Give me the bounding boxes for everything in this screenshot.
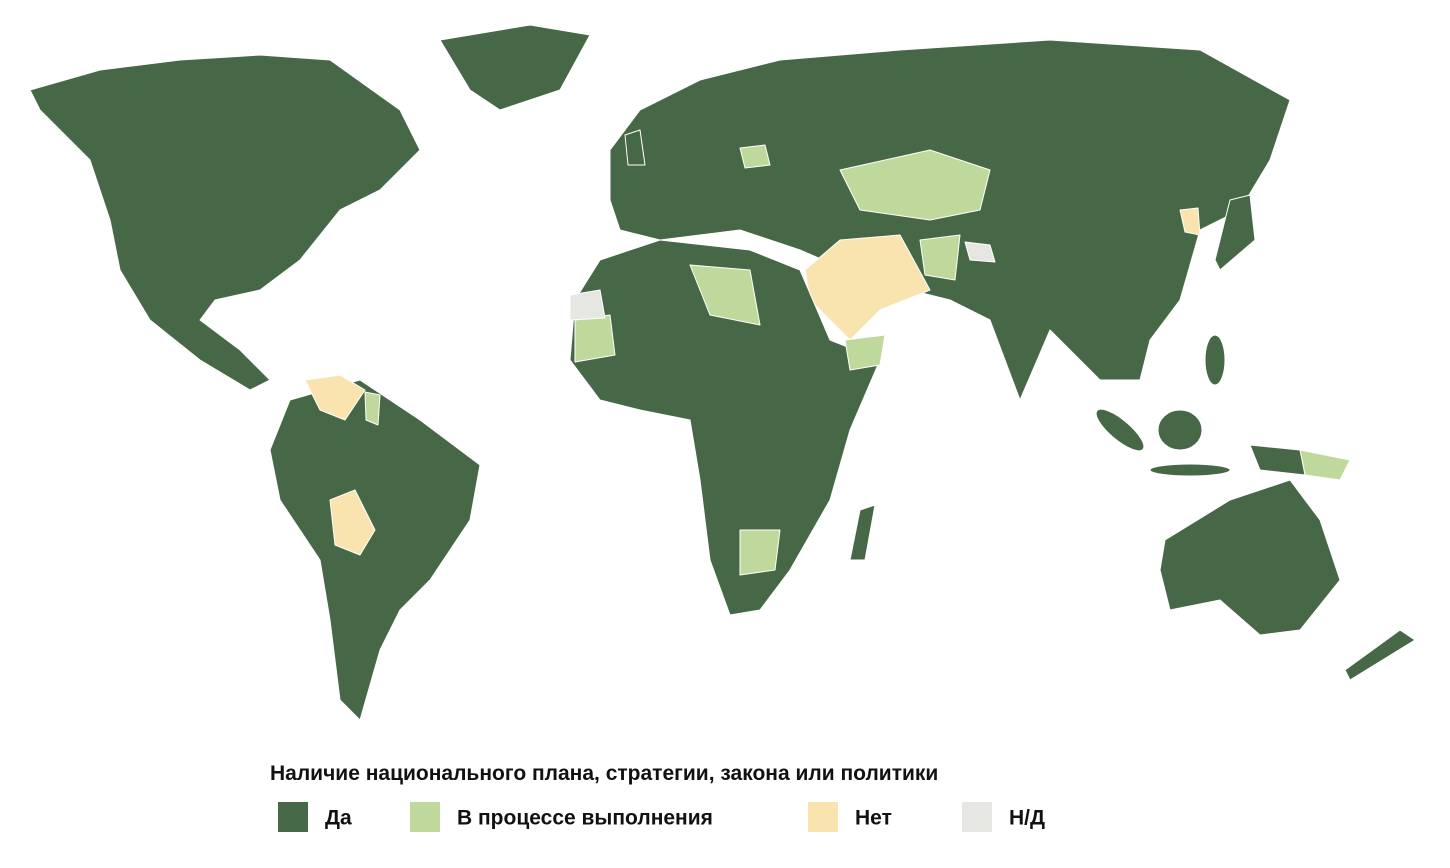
north-korea <box>1179 207 1201 236</box>
iran-arabia <box>804 234 931 341</box>
java <box>1149 463 1231 477</box>
australia <box>1159 479 1341 636</box>
legend-title: Наличие национального плана, стратегии, … <box>270 762 938 785</box>
africa <box>569 239 881 616</box>
philippines <box>1204 334 1226 386</box>
papua-new-guinea <box>1299 449 1351 481</box>
belarus <box>739 144 771 169</box>
north-america <box>29 54 421 391</box>
world-map <box>29 24 1416 721</box>
new-guinea-west <box>1249 444 1306 476</box>
yemen <box>844 334 886 371</box>
bolivia <box>329 489 376 556</box>
libya <box>689 264 761 326</box>
new-zealand <box>1344 629 1416 681</box>
kashmir <box>964 241 996 263</box>
greenland <box>439 24 591 111</box>
western-sahara <box>569 289 606 321</box>
legend-swatch <box>410 802 440 832</box>
legend: Да В процессе выполнения Нет Н/Д <box>278 802 1045 832</box>
central-asia <box>839 149 991 221</box>
south-america <box>269 379 481 721</box>
legend-swatch <box>278 802 308 832</box>
guyana <box>364 391 381 426</box>
afghanistan <box>919 234 961 281</box>
legend-label: Нет <box>855 807 892 830</box>
borneo <box>1157 409 1203 451</box>
mauritania <box>574 314 616 363</box>
legend-label: Да <box>325 807 352 830</box>
botswana <box>739 529 781 576</box>
japan <box>1214 194 1256 271</box>
sumatra <box>1095 408 1145 452</box>
legend-swatch <box>962 802 992 832</box>
venezuela <box>304 374 366 421</box>
legend-label: В процессе выполнения <box>457 807 713 830</box>
britain <box>624 129 646 166</box>
eurasia <box>609 39 1291 401</box>
legend-label: Н/Д <box>1009 807 1045 830</box>
legend-swatch <box>808 802 838 832</box>
madagascar <box>849 504 876 561</box>
